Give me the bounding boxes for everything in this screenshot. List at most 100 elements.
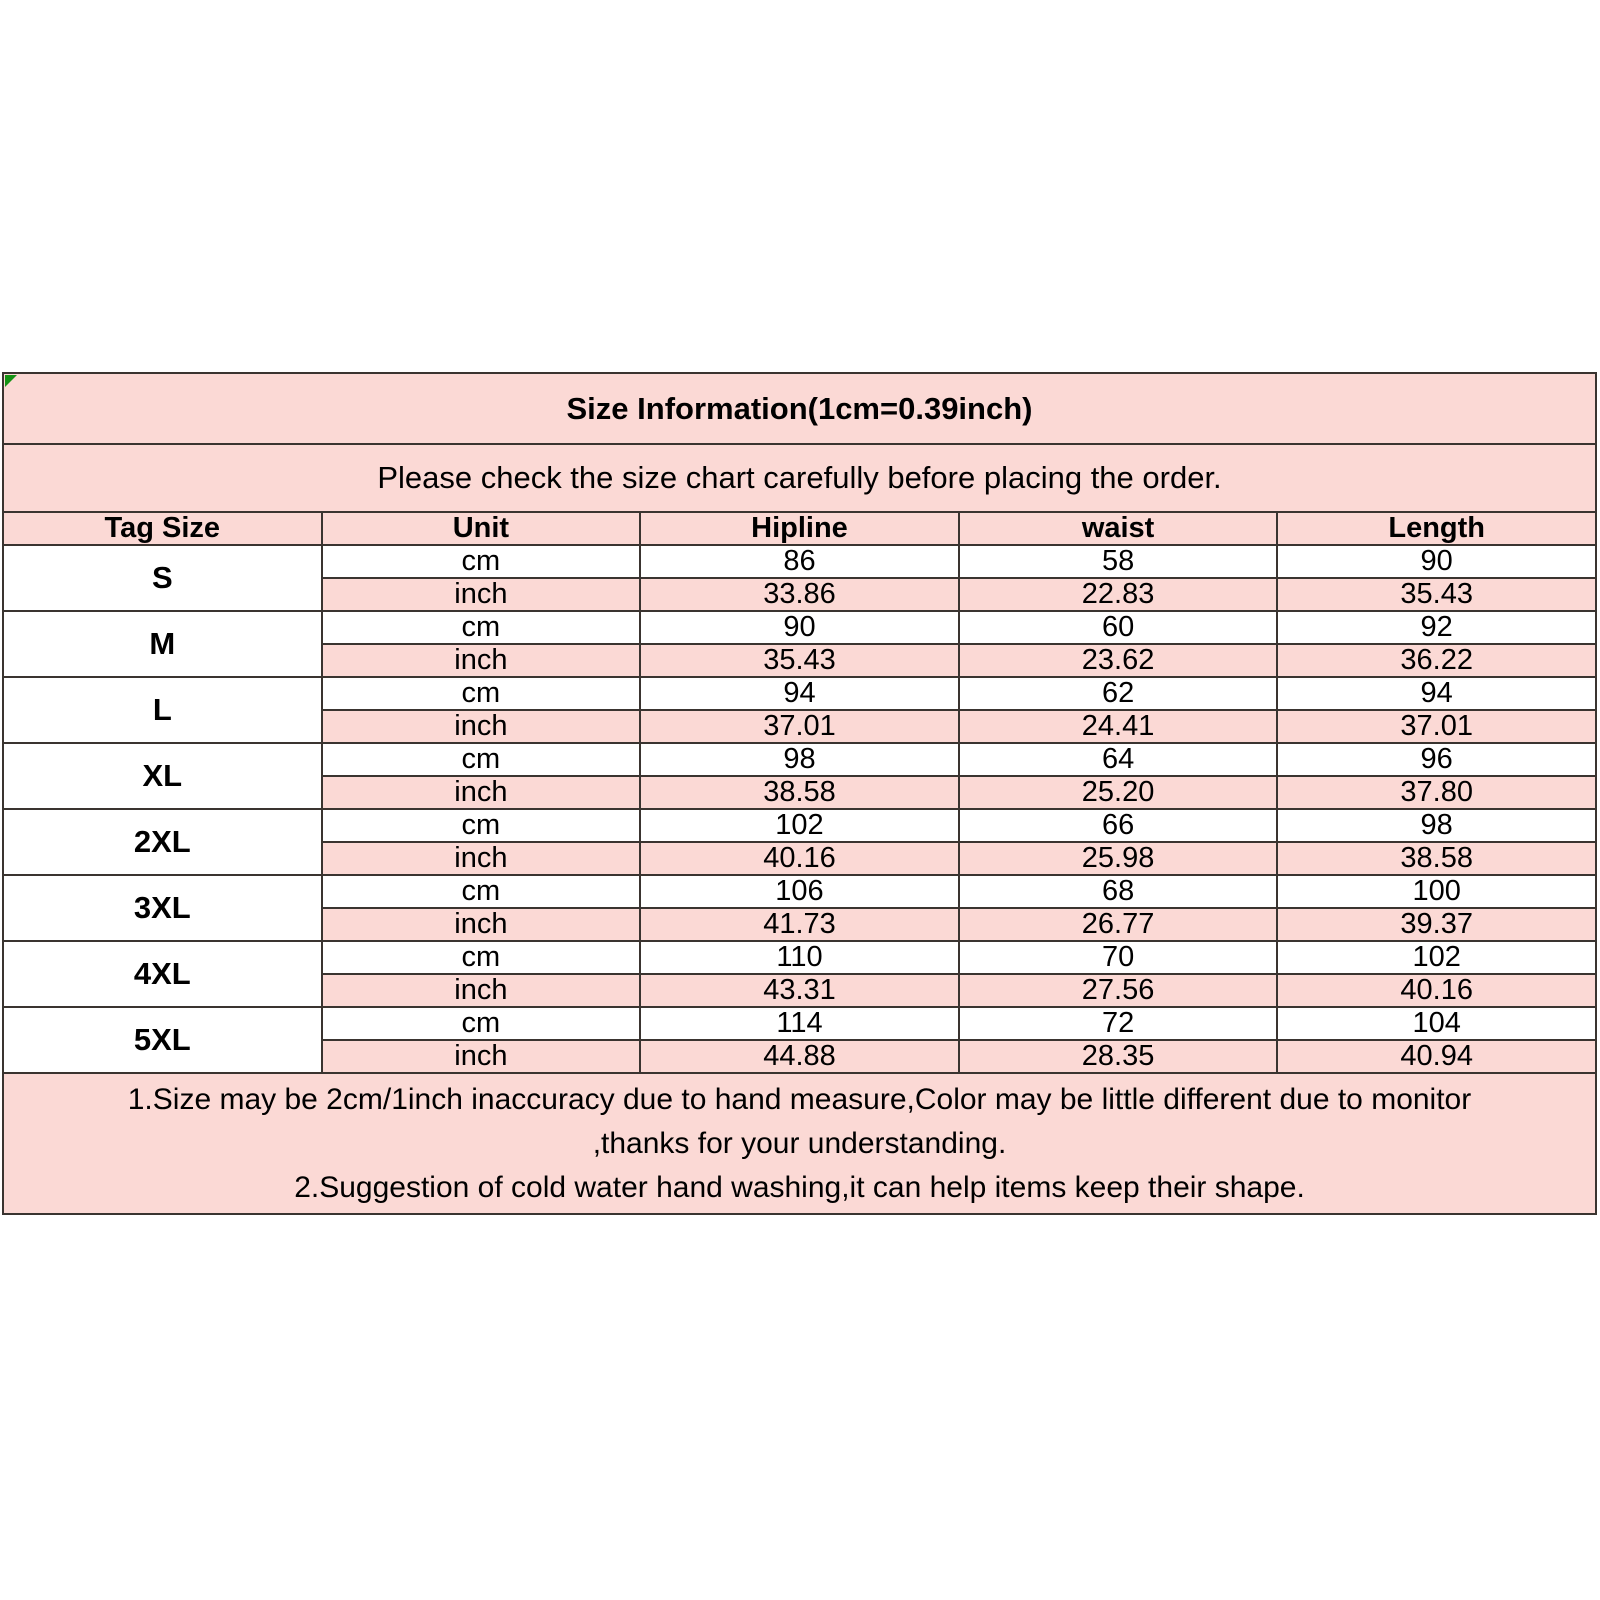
waist-value-cell: 68 <box>957 874 1279 909</box>
size-chart: Size Information(1cm=0.39inch) Please ch… <box>2 372 1597 1215</box>
unit-cell: inch <box>320 709 642 744</box>
length-value-cell: 39.37 <box>1276 907 1597 942</box>
unit-cell: inch <box>320 577 642 612</box>
unit-cell: inch <box>320 1039 642 1074</box>
length-value-cell: 96 <box>1276 742 1597 777</box>
hipline-value-cell: 35.43 <box>639 643 960 678</box>
spreadsheet-corner-icon <box>5 375 17 387</box>
notes-cell: 1.Size may be 2cm/1inch inaccuracy due t… <box>2 1072 1597 1215</box>
column-header-waist: waist <box>957 511 1279 546</box>
notes-row: 1.Size may be 2cm/1inch inaccuracy due t… <box>2 1072 1597 1215</box>
waist-value-cell: 26.77 <box>957 907 1279 942</box>
waist-value-cell: 64 <box>957 742 1279 777</box>
size-row-inch: inch 37.01 24.41 37.01 <box>3 709 1597 744</box>
size-label-cell: XL <box>2 742 323 810</box>
hipline-value-cell: 90 <box>639 610 960 645</box>
hipline-value-cell: 94 <box>639 676 960 711</box>
hipline-value-cell: 43.31 <box>639 973 960 1008</box>
length-value-cell: 36.22 <box>1276 643 1597 678</box>
length-value-cell: 37.01 <box>1276 709 1597 744</box>
waist-value-cell: 28.35 <box>957 1039 1279 1074</box>
waist-value-cell: 22.83 <box>957 577 1279 612</box>
waist-value-cell: 24.41 <box>957 709 1279 744</box>
waist-value-cell: 25.20 <box>957 775 1279 810</box>
size-row-cm: 3XL cm 106 68 100 <box>2 874 1597 942</box>
hipline-value-cell: 41.73 <box>639 907 960 942</box>
waist-value-cell: 27.56 <box>957 973 1279 1008</box>
length-value-cell: 38.58 <box>1276 841 1597 876</box>
size-row-inch: inch 33.86 22.83 35.43 <box>3 577 1597 612</box>
size-row-inch: inch 40.16 25.98 38.58 <box>3 841 1597 876</box>
unit-cell: inch <box>320 907 642 942</box>
unit-cell: inch <box>320 973 642 1008</box>
size-row-inch: inch 41.73 26.77 39.37 <box>3 907 1597 942</box>
size-row-cm: 4XL cm 110 70 102 <box>2 940 1597 1008</box>
hipline-value-cell: 37.01 <box>639 709 960 744</box>
size-row-cm: 2XL cm 102 66 98 <box>2 808 1597 876</box>
unit-cell: cm <box>320 874 642 909</box>
unit-cell: cm <box>320 676 642 711</box>
hipline-value-cell: 114 <box>639 1006 960 1041</box>
size-label-cell: 5XL <box>2 1006 323 1074</box>
size-label-cell: M <box>2 610 323 678</box>
waist-value-cell: 72 <box>957 1006 1279 1041</box>
hipline-value-cell: 98 <box>639 742 960 777</box>
length-value-cell: 102 <box>1276 940 1597 975</box>
hipline-value-cell: 102 <box>639 808 960 843</box>
unit-cell: cm <box>320 742 642 777</box>
size-row-inch: inch 44.88 28.35 40.94 <box>3 1039 1597 1074</box>
hipline-value-cell: 86 <box>639 544 960 579</box>
unit-cell: inch <box>320 643 642 678</box>
waist-value-cell: 66 <box>957 808 1279 843</box>
length-value-cell: 94 <box>1276 676 1597 711</box>
note-line-2: ,thanks for your understanding. <box>592 1126 1007 1160</box>
size-row-inch: inch 38.58 25.20 37.80 <box>3 775 1597 810</box>
hipline-value-cell: 40.16 <box>639 841 960 876</box>
header-row: Tag Size Unit Hipline waist Length <box>2 511 1597 546</box>
length-value-cell: 40.94 <box>1276 1039 1597 1074</box>
size-row-inch: inch 35.43 23.62 36.22 <box>3 643 1597 678</box>
hipline-value-cell: 44.88 <box>639 1039 960 1074</box>
hipline-value-cell: 38.58 <box>639 775 960 810</box>
size-label-cell: 4XL <box>2 940 323 1008</box>
column-header-length: Length <box>1276 511 1597 546</box>
hipline-value-cell: 33.86 <box>639 577 960 612</box>
note-line-1: 1.Size may be 2cm/1inch inaccuracy due t… <box>127 1082 1472 1116</box>
waist-value-cell: 62 <box>957 676 1279 711</box>
note-line-3: 2.Suggestion of cold water hand washing,… <box>294 1170 1305 1204</box>
length-value-cell: 92 <box>1276 610 1597 645</box>
length-value-cell: 90 <box>1276 544 1597 579</box>
length-value-cell: 98 <box>1276 808 1597 843</box>
table-title: Size Information(1cm=0.39inch) <box>2 372 1597 445</box>
size-label-cell: 2XL <box>2 808 323 876</box>
waist-value-cell: 70 <box>957 940 1279 975</box>
column-header-unit: Unit <box>320 511 642 546</box>
unit-cell: cm <box>320 544 642 579</box>
unit-cell: inch <box>320 775 642 810</box>
size-label-cell: S <box>2 544 323 612</box>
size-label-cell: L <box>2 676 323 744</box>
size-label-cell: 3XL <box>2 874 323 942</box>
title-row: Size Information(1cm=0.39inch) <box>2 372 1597 445</box>
table-subtitle: Please check the size chart carefully be… <box>2 443 1597 513</box>
unit-cell: cm <box>320 808 642 843</box>
unit-cell: cm <box>320 1006 642 1041</box>
hipline-value-cell: 106 <box>639 874 960 909</box>
size-row-cm: XL cm 98 64 96 <box>2 742 1597 810</box>
size-row-cm: 5XL cm 114 72 104 <box>2 1006 1597 1074</box>
waist-value-cell: 25.98 <box>957 841 1279 876</box>
waist-value-cell: 58 <box>957 544 1279 579</box>
unit-cell: inch <box>320 841 642 876</box>
unit-cell: cm <box>320 610 642 645</box>
length-value-cell: 35.43 <box>1276 577 1597 612</box>
waist-value-cell: 23.62 <box>957 643 1279 678</box>
subtitle-row: Please check the size chart carefully be… <box>2 443 1597 513</box>
unit-cell: cm <box>320 940 642 975</box>
length-value-cell: 100 <box>1276 874 1597 909</box>
size-table: Size Information(1cm=0.39inch) Please ch… <box>2 372 1597 1215</box>
waist-value-cell: 60 <box>957 610 1279 645</box>
